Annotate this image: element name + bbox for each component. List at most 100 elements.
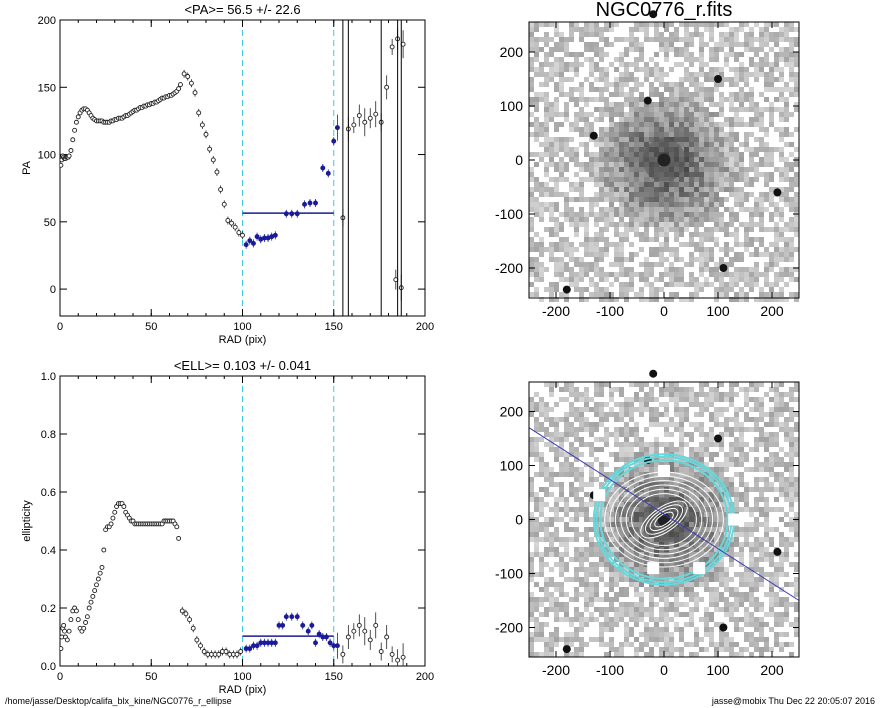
x-tick-label: 100 xyxy=(706,303,730,319)
data-point xyxy=(83,620,89,625)
y-tick-label: 0 xyxy=(515,512,523,528)
y-tick-label: 200 xyxy=(38,15,56,27)
data-point xyxy=(73,119,79,125)
star xyxy=(649,369,658,378)
x-tick-label: -200 xyxy=(542,662,570,678)
pa-plot: <PA>= 56.5 +/- 22.6 0 50 100 150 200 0 50 100 150… xyxy=(21,2,434,346)
data-point xyxy=(236,230,242,236)
x-tick-label: -100 xyxy=(596,303,624,319)
data-point xyxy=(247,238,253,244)
data-point xyxy=(234,651,240,657)
star xyxy=(714,75,722,83)
x-tick-label: 100 xyxy=(233,321,251,333)
x-tick-label: 0 xyxy=(57,671,63,683)
ellipse-overlay-panel: -200 -100 0 100 200 -200 -100 0 100 200 xyxy=(495,369,800,678)
data-point xyxy=(302,201,307,207)
y-tick-label: -200 xyxy=(495,260,523,276)
data-point xyxy=(108,521,114,527)
ellipse-contour xyxy=(599,459,729,580)
star xyxy=(719,623,728,632)
data-point xyxy=(75,617,81,623)
data-point xyxy=(210,157,216,163)
star xyxy=(719,264,728,272)
data-point xyxy=(313,200,318,206)
data-point xyxy=(373,622,379,628)
data-point xyxy=(334,125,340,131)
data-point xyxy=(75,114,81,120)
isophote-ellipses xyxy=(528,427,800,601)
y-tick-label: 200 xyxy=(500,44,524,60)
x-tick-label: 100 xyxy=(706,662,730,678)
y-tick-label: 0.6 xyxy=(41,487,56,499)
y-tick-label: 0.2 xyxy=(41,603,56,615)
x-tick-label: 200 xyxy=(416,321,434,333)
x-tick-label: -200 xyxy=(542,303,570,319)
data-point xyxy=(289,614,295,620)
data-point xyxy=(64,637,70,643)
data-point xyxy=(378,649,384,654)
data-point xyxy=(68,617,74,623)
data-point xyxy=(201,649,207,654)
x-tick-label: -100 xyxy=(596,662,624,678)
data-point xyxy=(207,146,213,152)
data-point xyxy=(174,524,180,530)
data-point xyxy=(92,588,98,594)
data-point xyxy=(216,651,222,657)
data-point xyxy=(99,564,105,570)
x-tick-label: 200 xyxy=(416,671,434,683)
data-point xyxy=(192,90,198,96)
data-point xyxy=(214,169,220,175)
data-point xyxy=(221,201,227,207)
data-point xyxy=(97,570,103,576)
data-point xyxy=(223,649,229,654)
data-point xyxy=(196,110,202,116)
data-point xyxy=(313,640,318,646)
ellipse-contour xyxy=(631,493,697,546)
y-tick-label: 200 xyxy=(500,404,524,420)
mask-patch xyxy=(728,513,741,526)
data-point xyxy=(280,622,286,628)
data-point xyxy=(389,651,395,657)
x-axis-label: RAD (pix) xyxy=(219,684,267,696)
y-tick-label: 0.4 xyxy=(41,545,56,557)
data-point xyxy=(373,111,379,117)
data-point xyxy=(362,628,368,634)
image-title: NGC0776_r.fits xyxy=(596,0,733,21)
data-point xyxy=(190,625,196,631)
ellipse-contour xyxy=(644,504,684,535)
ellipticity-plot: <ELL>= 0.103 +/- 0.041 0 50 100 150 200 0.0 0.2… xyxy=(21,358,434,696)
data-point xyxy=(90,593,96,599)
data-point xyxy=(60,646,64,652)
data-point xyxy=(356,113,362,118)
data-point xyxy=(225,218,231,223)
y-tick-label: 0 xyxy=(515,152,523,168)
x-tick-label: 50 xyxy=(145,321,157,333)
mask-patch xyxy=(658,464,670,477)
data-point xyxy=(367,637,373,643)
x-tick-label: 200 xyxy=(760,303,784,319)
data-point xyxy=(86,605,92,611)
data-point xyxy=(272,232,278,238)
data-point xyxy=(384,634,390,640)
data-point xyxy=(254,234,260,240)
mask-patch xyxy=(647,562,660,575)
x-tick-label: 150 xyxy=(325,671,343,683)
data-point xyxy=(88,599,94,605)
data-point xyxy=(331,138,337,144)
y-tick-label: 0.0 xyxy=(41,661,56,673)
data-point xyxy=(232,224,238,230)
data-point xyxy=(309,622,315,628)
data-point xyxy=(229,220,235,226)
data-point xyxy=(176,86,182,92)
data-points xyxy=(60,501,406,666)
y-tick-label: 0.8 xyxy=(41,429,56,441)
x-tick-label: 0 xyxy=(660,303,668,319)
data-point xyxy=(218,187,224,192)
star xyxy=(714,434,722,443)
data-point xyxy=(305,628,311,634)
data-point xyxy=(250,240,256,246)
data-point xyxy=(203,131,209,137)
mask-patch xyxy=(693,562,706,575)
data-point xyxy=(254,643,260,649)
y-tick-label: 1.0 xyxy=(41,371,56,383)
